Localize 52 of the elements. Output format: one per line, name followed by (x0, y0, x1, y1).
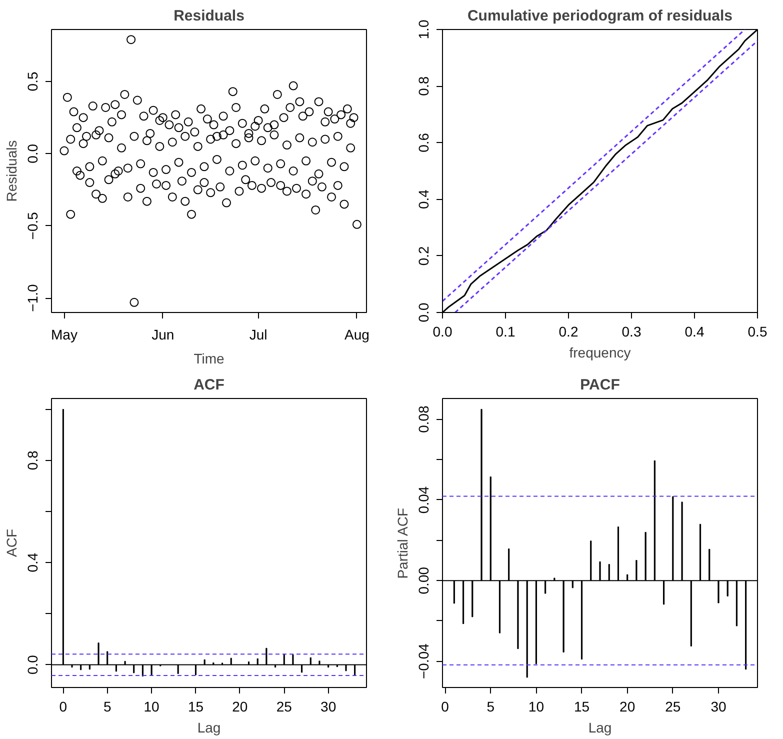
x-tick-label: 0 (59, 698, 68, 714)
x-axis-title: frequency (569, 344, 631, 360)
x-tick-label: 30 (320, 698, 336, 714)
y-tick-label: 0.08 (416, 405, 432, 433)
y-axis-title: Residuals (4, 140, 20, 202)
chart-title: Residuals (174, 8, 244, 24)
x-axis-title: Lag (197, 720, 221, 736)
y-tick-label: 0.6 (416, 132, 432, 152)
y-tick-label: 0.4 (416, 189, 432, 210)
x-tick-label: 0.5 (748, 324, 768, 340)
x-tick-label: May (51, 326, 78, 342)
x-tick-label: 5 (103, 698, 112, 714)
x-tick-label: 15 (574, 698, 590, 714)
y-tick-label: 0.00 (416, 566, 432, 594)
x-tick-label: 0.0 (432, 324, 452, 340)
y-axis-title: ACF (4, 529, 20, 557)
x-axis-title: Time (194, 350, 225, 366)
y-tick-label: 0.0 (416, 302, 432, 322)
x-tick-label: 25 (276, 698, 292, 714)
y-tick-label: 0.5 (24, 72, 40, 92)
y-tick-label: 0.4 (24, 552, 40, 572)
x-tick-label: 10 (144, 698, 160, 714)
x-tick-label: 30 (710, 698, 726, 714)
x-tick-label: Jul (249, 326, 268, 342)
y-tick-label: 0.8 (416, 76, 432, 96)
chart-title: PACF (580, 376, 620, 394)
x-tick-label: 0.4 (684, 324, 704, 340)
y-axis-title: Partial ACF (394, 508, 410, 579)
x-tick-label: Jun (152, 326, 174, 342)
x-tick-label: 10 (528, 698, 544, 714)
y-tick-label: 0.2 (416, 246, 432, 266)
x-tick-label: 15 (188, 698, 204, 714)
x-tick-label: 5 (486, 698, 495, 714)
x-tick-label: 20 (232, 698, 248, 714)
y-tick-label: −0.04 (416, 643, 432, 679)
y-tick-label: 0.0 (24, 144, 40, 164)
y-tick-label: 0.0 (24, 654, 40, 674)
y-tick-label: −1.0 (24, 284, 40, 312)
y-tick-label: 0.04 (416, 486, 432, 514)
x-tick-label: 0.3 (622, 324, 642, 340)
y-tick-label: 0.8 (24, 450, 40, 470)
chart-title: ACF (194, 376, 224, 394)
x-tick-label: 20 (620, 698, 636, 714)
x-tick-label: 25 (665, 698, 681, 714)
y-tick-label: −0.5 (24, 212, 40, 240)
x-tick-label: 0.1 (496, 324, 516, 340)
x-tick-label: 0 (441, 698, 450, 714)
x-axis-title: Lag (588, 720, 612, 736)
x-tick-label: 0.2 (558, 324, 578, 340)
y-tick-label: 1.0 (416, 20, 432, 40)
chart-title: Cumulative periodogram of residuals (467, 8, 733, 24)
x-tick-label: Aug (344, 326, 370, 342)
